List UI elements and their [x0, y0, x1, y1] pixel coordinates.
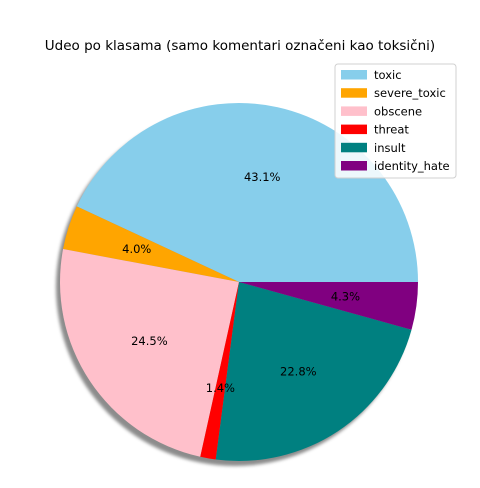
slice-label-threat: 1.4%: [206, 381, 235, 395]
slice-label-obscene: 24.5%: [131, 334, 168, 348]
legend-swatch-insult: [341, 142, 367, 153]
legend-label-severe-toxic: severe_toxic: [374, 86, 446, 100]
legend-label-identity-hate: identity_hate: [374, 159, 450, 173]
slice-label-identity-hate: 4.3%: [331, 289, 360, 303]
pie-slice-severe-toxic: [63, 206, 240, 282]
slice-label-insult: 22.8%: [280, 365, 317, 379]
pie-slices: [59, 102, 418, 461]
slice-label-severe-toxic: 4.0%: [122, 242, 151, 256]
pie-slice-obscene: [59, 249, 239, 457]
legend-label-toxic: toxic: [374, 68, 402, 82]
pie-slice-insult: [215, 282, 412, 461]
pie-labels: 43.1% 4.0% 24.5% 1.4% 22.8% 4.3%: [122, 170, 360, 395]
legend-swatch-obscene: [341, 106, 367, 116]
pie-slice-identity-hate: [239, 282, 418, 330]
legend-label-insult: insult: [374, 141, 406, 155]
pie-slice-toxic: [76, 102, 418, 282]
legend-label-threat: threat: [374, 123, 409, 137]
legend-swatch-severe-toxic: [341, 88, 367, 98]
chart-title: Udeo po klasama (samo komentari označeni…: [44, 38, 436, 54]
legend-label-obscene: obscene: [374, 104, 422, 118]
slice-label-toxic: 43.1%: [244, 170, 281, 184]
legend-swatch-toxic: [341, 70, 367, 80]
pie-slice-threat: [200, 282, 239, 460]
legend-swatch-threat: [341, 124, 367, 135]
legend-swatch-identity-hate: [341, 161, 367, 171]
